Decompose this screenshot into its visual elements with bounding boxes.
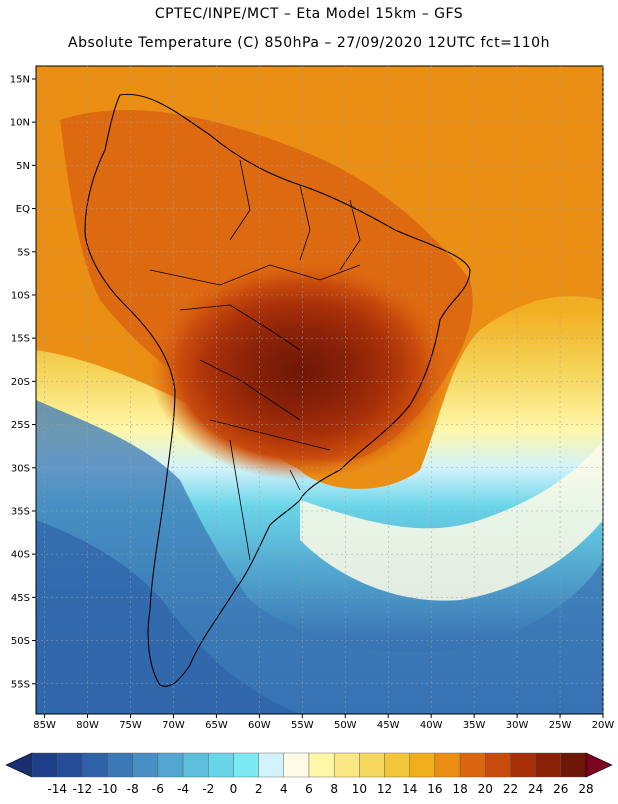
lat-label: 10N: [10, 118, 30, 129]
colorbar-swatch: [283, 752, 310, 778]
continent-outline: [84, 93, 471, 687]
colorbar-swatch: [31, 752, 58, 778]
lat-label: EQ: [16, 204, 30, 215]
colorbar-swatch: [132, 752, 159, 778]
lat-label: 55S: [11, 679, 30, 690]
colorbar-label: 16: [427, 782, 442, 796]
lon-label: 40W: [420, 720, 443, 731]
colorbar-label: -14: [47, 782, 67, 796]
lat-label: 40S: [11, 550, 30, 561]
colorbar-swatch: [409, 752, 436, 778]
colorbar-label: 26: [553, 782, 568, 796]
colorbar-label: 10: [352, 782, 367, 796]
colorbar-swatch: [459, 752, 486, 778]
colorbar-label: 24: [528, 782, 543, 796]
colorbar-label: 14: [402, 782, 417, 796]
map-title: CPTEC/INPE/MCT – Eta Model 15km – GFS: [154, 6, 464, 22]
lon-label: 70W: [162, 720, 185, 731]
colorbar-swatch: [182, 752, 209, 778]
lat-label: 15S: [11, 334, 30, 345]
colorbar: -14 -12 -10 -8 -6 -4 -2 0 2 4 6 8 10 12 14 16 18 20 22 24 26…: [5, 752, 613, 796]
lat-label: 30S: [11, 463, 30, 474]
colorbar-swatch: [208, 752, 234, 778]
colorbar-label: 8: [330, 782, 338, 796]
lat-label: 45S: [11, 593, 30, 604]
lat-label: 25S: [11, 420, 30, 431]
colorbar-swatch: [333, 752, 360, 778]
lat-label: 10S: [11, 290, 30, 301]
colorbar-label: 18: [452, 782, 467, 796]
lon-label: 25W: [549, 720, 572, 731]
colorbar-left-arrow: [5, 752, 33, 778]
lon-label: 55W: [291, 720, 314, 731]
colorbar-swatch: [157, 752, 184, 778]
temperature-field: [36, 66, 603, 714]
colorbar-right-arrow: [585, 752, 613, 778]
lon-label: 50W: [334, 720, 357, 731]
colorbar-swatch: [82, 752, 108, 778]
lat-label: 20S: [11, 377, 30, 388]
colorbar-label: 20: [478, 782, 493, 796]
country-borders: [149, 159, 361, 561]
colorbar-swatch: [107, 752, 133, 778]
longitude-labels: 85W 80W 75W 70W 65W 60W 55W 50W 45W 40W 35W 30W 25W 2…: [33, 714, 614, 731]
lon-label: 75W: [119, 720, 142, 731]
lon-label: 65W: [205, 720, 228, 731]
pale-band: [300, 440, 603, 601]
colorbar-label: 0: [230, 782, 238, 796]
lat-label: 5N: [16, 161, 30, 172]
colorbar-label: 6: [305, 782, 313, 796]
lon-label: 30W: [506, 720, 529, 731]
colorbar-label: 28: [578, 782, 593, 796]
lat-label: 5S: [17, 247, 30, 258]
map-subtitle: Absolute Temperature (C) 850hPa – 27/09/…: [68, 35, 550, 51]
lon-label: 35W: [463, 720, 486, 731]
colorbar-swatch: [384, 752, 410, 778]
lon-label: 80W: [76, 720, 99, 731]
lon-label: 20W: [592, 720, 615, 731]
colorbar-swatch: [485, 752, 511, 778]
colorbar-swatch: [560, 752, 587, 778]
lat-label: 35S: [11, 506, 30, 517]
colorbar-label: -8: [127, 782, 139, 796]
latitude-labels: 15N 10N 5N EQ 5S 10S 15S 20S 25S 30S 35S 40S 45S 50S 5…: [10, 74, 36, 690]
colorbar-label: 22: [503, 782, 518, 796]
map-frame: [35, 65, 604, 715]
colorbar-label: -4: [177, 782, 189, 796]
hottest-core: [150, 260, 450, 480]
lon-label: 60W: [248, 720, 271, 731]
colorbar-label: -6: [152, 782, 164, 796]
lon-label: 45W: [377, 720, 400, 731]
colorbar-swatch: [56, 752, 83, 778]
colorbar-label: -2: [202, 782, 214, 796]
colorbar-swatch: [258, 752, 285, 778]
lat-label: 50S: [11, 636, 30, 647]
colorbar-swatch: [233, 752, 259, 778]
lon-label: 85W: [33, 720, 56, 731]
coldest-zone: [36, 520, 300, 714]
colorbar-swatch: [434, 752, 461, 778]
colorbar-label: -12: [73, 782, 93, 796]
colorbar-label: -10: [98, 782, 118, 796]
colorbar-swatch: [510, 752, 536, 778]
colorbar-label: 2: [255, 782, 263, 796]
colorbar-label: 4: [280, 782, 288, 796]
colorbar-swatch: [308, 752, 335, 778]
colorbar-swatch: [535, 752, 562, 778]
colorbar-label: 12: [377, 782, 392, 796]
colorbar-swatch: [359, 752, 385, 778]
graticule: [36, 66, 604, 714]
lat-label: 15N: [10, 74, 30, 85]
